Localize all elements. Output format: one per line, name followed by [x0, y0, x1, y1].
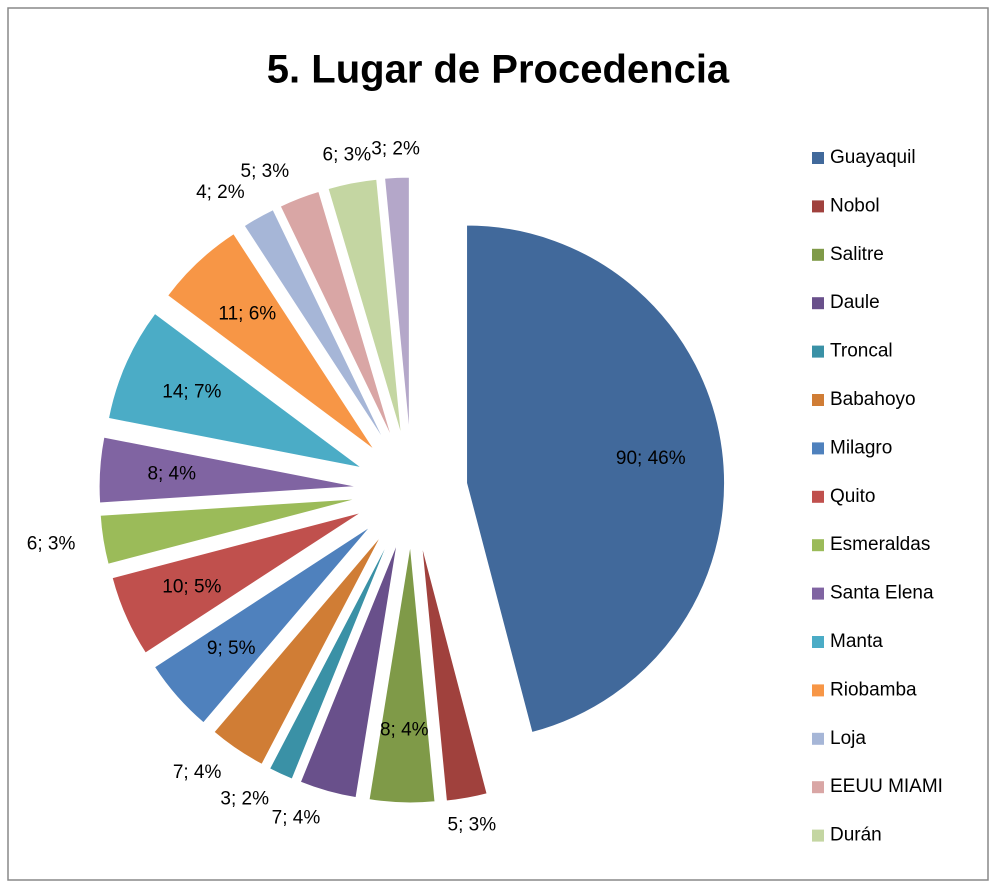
- legend-swatch: [812, 587, 824, 600]
- pie-slice: [279, 190, 393, 439]
- legend-swatch: [812, 781, 824, 794]
- pie-slice: [421, 544, 488, 802]
- legend-label: Babahoyo: [830, 389, 916, 410]
- data-label: 7; 4%: [272, 807, 321, 828]
- data-label: 6; 3%: [323, 144, 372, 165]
- data-label: 5; 3%: [241, 161, 290, 182]
- data-label: 3; 2%: [220, 789, 269, 810]
- data-label: 14; 7%: [162, 382, 221, 403]
- legend-swatch: [812, 297, 824, 310]
- legend-swatch: [812, 684, 824, 697]
- pie-slice: [299, 542, 398, 799]
- legend-swatch: [812, 394, 824, 406]
- legend-label: Nobol: [830, 195, 880, 216]
- data-label: 8; 4%: [147, 464, 196, 485]
- legend-swatch: [812, 636, 824, 648]
- data-label: 10; 5%: [162, 576, 221, 597]
- legend-label: Durán: [830, 825, 882, 846]
- legend-swatch: [812, 442, 824, 455]
- legend-label: Guayaquil: [830, 147, 916, 168]
- pie-slice: [153, 525, 372, 724]
- data-label: 90; 46%: [616, 448, 686, 469]
- legend-swatch: [812, 490, 824, 503]
- pie-slice: [213, 535, 382, 766]
- legend-label: Santa Elena: [830, 583, 934, 604]
- chart-title: 5. Lugar de Procedencia: [267, 48, 730, 92]
- data-label: 6; 3%: [27, 533, 76, 554]
- pie-slice: [384, 176, 410, 436]
- data-label: 3; 2%: [371, 138, 420, 159]
- pie-slice: [268, 539, 390, 780]
- pie-slice: [243, 208, 386, 443]
- data-label: 7; 4%: [173, 762, 222, 783]
- legend-swatch: [812, 345, 824, 358]
- data-label: 8; 4%: [380, 720, 429, 741]
- data-label: 4; 2%: [196, 182, 245, 203]
- legend-label: Salitre: [830, 244, 884, 265]
- legend-swatch: [812, 732, 824, 745]
- legend-swatch: [812, 829, 824, 842]
- legend-label: Manta: [830, 631, 883, 652]
- pie-slice: [107, 312, 363, 469]
- legend-label: Milagro: [830, 437, 892, 458]
- pie-slice: [166, 232, 375, 451]
- legend-label: Riobamba: [830, 679, 917, 700]
- legend-label: Quito: [830, 486, 875, 507]
- pie-slice: [99, 498, 358, 565]
- legend-swatch: [812, 248, 824, 261]
- legend-label: Esmeraldas: [830, 534, 930, 555]
- pie-slice: [98, 436, 358, 504]
- legend-label: Troncal: [830, 341, 893, 362]
- legend-swatch: [812, 152, 824, 164]
- pie-slice: [466, 224, 725, 734]
- legend-label: Loja: [830, 728, 866, 749]
- pie-slice: [111, 511, 362, 654]
- legend-label: Daule: [830, 292, 880, 313]
- data-label: 11; 6%: [218, 303, 276, 324]
- data-label: 5; 3%: [448, 815, 497, 836]
- legend-swatch: [812, 200, 824, 213]
- legend-label: EEUU MIAMI: [830, 776, 943, 797]
- pie-slice: [327, 178, 402, 437]
- pie-slice: [368, 544, 436, 804]
- data-label: 9; 5%: [207, 638, 256, 659]
- legend-swatch: [812, 539, 824, 552]
